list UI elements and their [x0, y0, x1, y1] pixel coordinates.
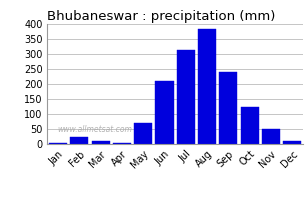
- Bar: [91, 141, 110, 144]
- Bar: [177, 49, 195, 144]
- Bar: [241, 106, 259, 144]
- Bar: [155, 81, 174, 144]
- Bar: [113, 142, 131, 144]
- Bar: [70, 136, 88, 144]
- Bar: [262, 129, 280, 144]
- Text: www.allmetsat.com: www.allmetsat.com: [58, 125, 132, 134]
- Text: Bhubaneswar : precipitation (mm): Bhubaneswar : precipitation (mm): [47, 10, 276, 23]
- Bar: [49, 142, 67, 144]
- Bar: [219, 72, 237, 144]
- Bar: [283, 141, 301, 144]
- Bar: [198, 28, 216, 144]
- Bar: [134, 123, 152, 144]
